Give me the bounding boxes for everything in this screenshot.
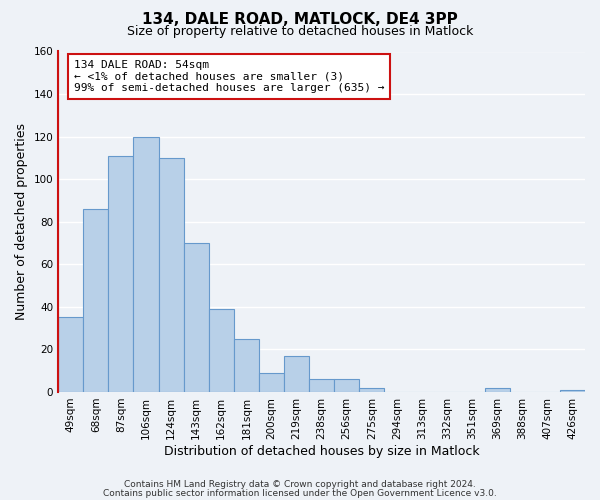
X-axis label: Distribution of detached houses by size in Matlock: Distribution of detached houses by size … xyxy=(164,444,479,458)
Bar xyxy=(485,388,510,392)
Bar xyxy=(259,373,284,392)
Text: 134, DALE ROAD, MATLOCK, DE4 3PP: 134, DALE ROAD, MATLOCK, DE4 3PP xyxy=(142,12,458,28)
Bar xyxy=(359,388,385,392)
Text: 134 DALE ROAD: 54sqm
← <1% of detached houses are smaller (3)
99% of semi-detach: 134 DALE ROAD: 54sqm ← <1% of detached h… xyxy=(74,60,385,93)
Text: Contains public sector information licensed under the Open Government Licence v3: Contains public sector information licen… xyxy=(103,488,497,498)
Bar xyxy=(158,158,184,392)
Bar xyxy=(83,209,109,392)
Bar xyxy=(309,379,334,392)
Bar xyxy=(284,356,309,392)
Text: Size of property relative to detached houses in Matlock: Size of property relative to detached ho… xyxy=(127,25,473,38)
Bar xyxy=(109,156,133,392)
Bar xyxy=(560,390,585,392)
Y-axis label: Number of detached properties: Number of detached properties xyxy=(15,123,28,320)
Bar xyxy=(58,318,83,392)
Text: Contains HM Land Registry data © Crown copyright and database right 2024.: Contains HM Land Registry data © Crown c… xyxy=(124,480,476,489)
Bar xyxy=(334,379,359,392)
Bar xyxy=(133,136,158,392)
Bar xyxy=(184,243,209,392)
Bar xyxy=(209,309,234,392)
Bar xyxy=(234,339,259,392)
